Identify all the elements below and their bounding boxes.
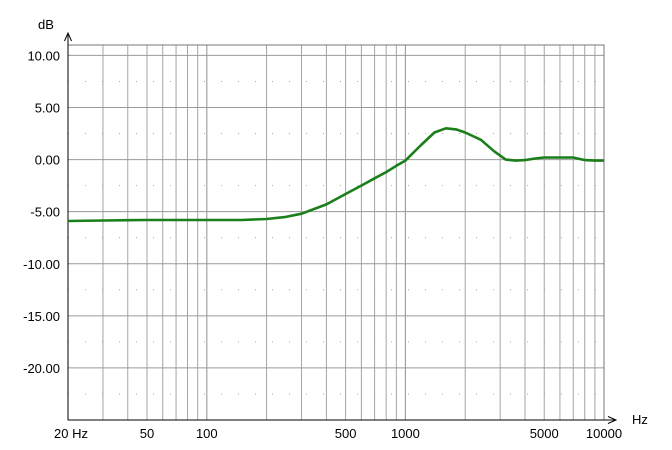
x-tick-label: 20 Hz — [54, 426, 88, 441]
y-tick-label: 5.00 — [35, 101, 60, 116]
y-axis-arrow — [64, 31, 72, 42]
axes — [64, 31, 618, 424]
plot-frame — [67, 44, 605, 421]
grid-lines — [67, 45, 604, 420]
x-tick-label: 5000 — [530, 426, 559, 441]
x-tick-label: 10000 — [586, 426, 622, 441]
y-tick-label: 0.00 — [35, 153, 60, 168]
series-points — [67, 128, 605, 222]
x-axis-unit-label: Hz — [632, 412, 648, 427]
minor-grid-dots — [68, 81, 604, 395]
x-tick-label: 500 — [335, 426, 357, 441]
y-tick-label: -10.00 — [23, 257, 60, 272]
y-tick-label: -5.00 — [30, 205, 60, 220]
y-tick-labels: 10.00 5.00 0.00 -5.00 -10.00 -15.00 -20.00 — [23, 48, 60, 376]
y-axis-unit-label: dB — [38, 17, 54, 32]
x-axis-arrow — [607, 416, 618, 424]
series-line — [67, 127, 604, 223]
x-tick-label: 50 — [140, 426, 154, 441]
x-tick-label: 1000 — [391, 426, 420, 441]
y-tick-label: -15.00 — [23, 309, 60, 324]
y-tick-label: 10.00 — [27, 48, 60, 63]
x-tick-labels: 20 Hz 50 100 500 1000 5000 10000 — [54, 426, 622, 441]
x-tick-label: 100 — [196, 426, 218, 441]
y-tick-label: -20.00 — [23, 361, 60, 376]
